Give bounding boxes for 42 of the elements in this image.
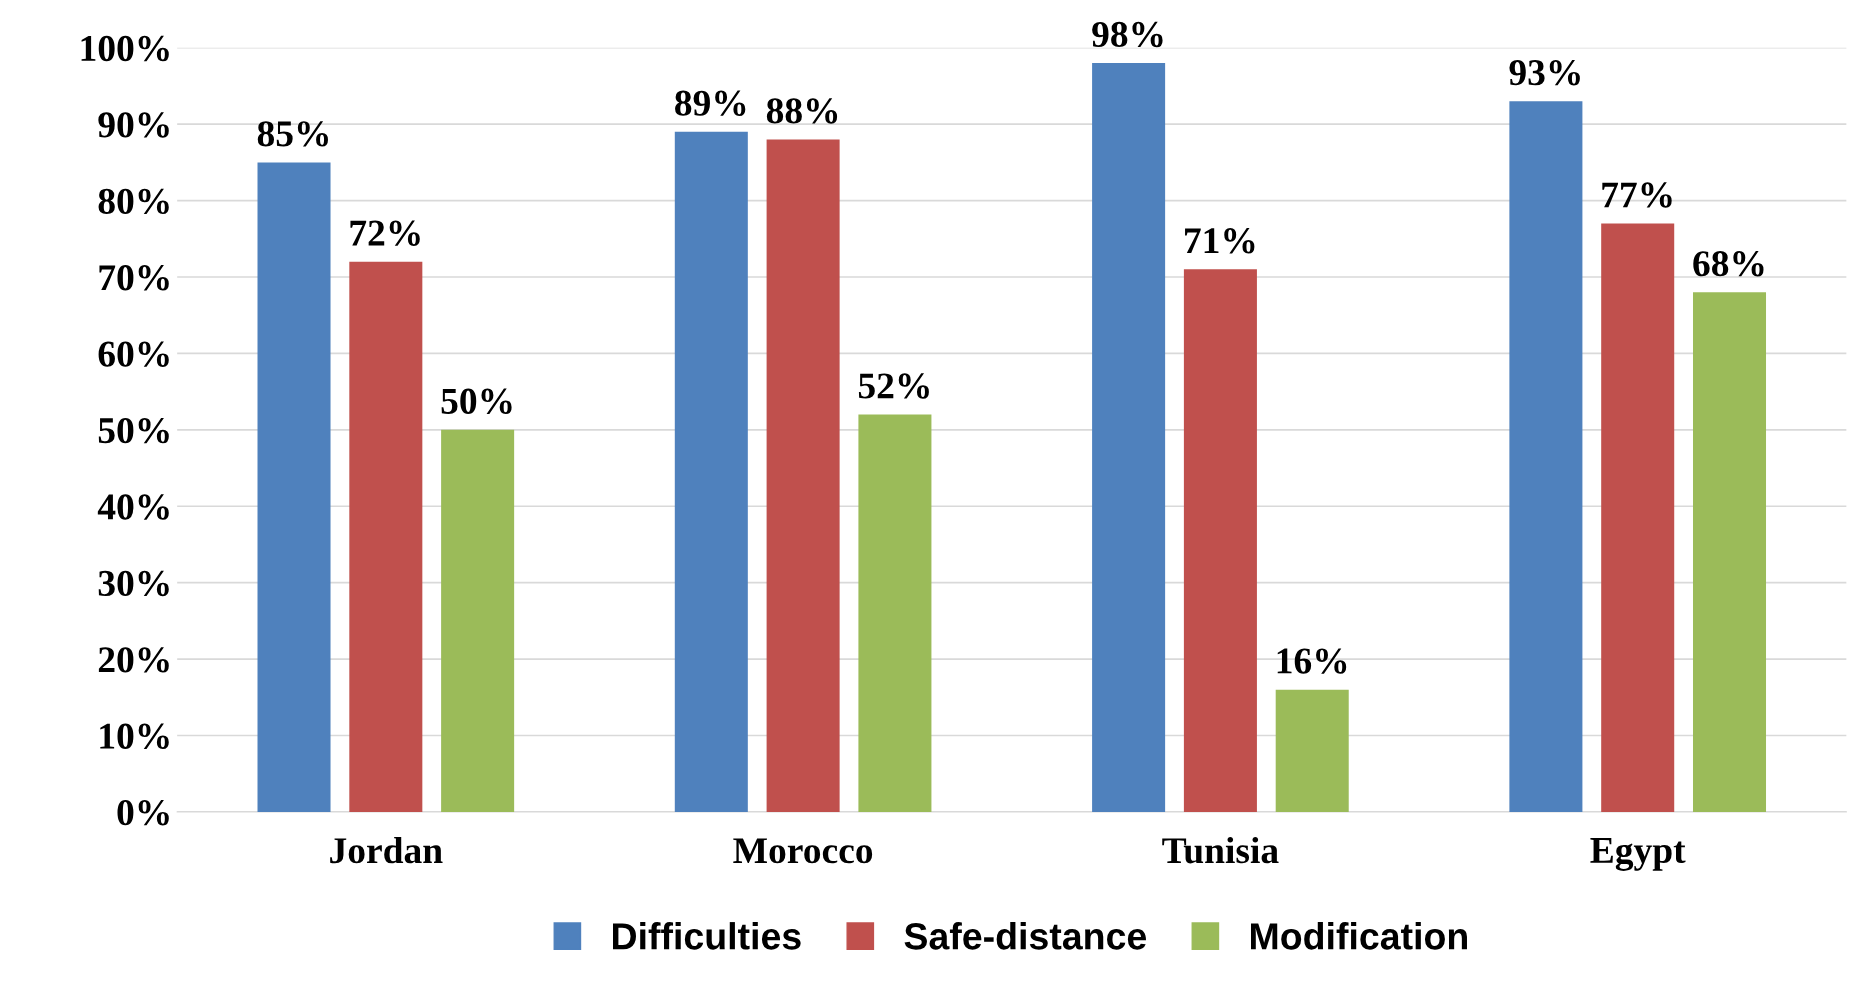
legend-label: Difficulties (613, 922, 801, 950)
bar (1183, 269, 1257, 812)
x-tick-label: Jordan (330, 836, 443, 864)
y-tick-label: 90% (98, 112, 169, 138)
text: 71% (1185, 228, 1255, 254)
text: 98% (1092, 21, 1163, 48)
y-tick-label: 100% (81, 35, 169, 62)
y-tick-label: 0% (117, 799, 169, 826)
text: 52% (858, 373, 929, 399)
y-tick-label: 20% (98, 647, 169, 673)
legend-label: Safe-distance (904, 922, 1146, 950)
bar (1692, 292, 1767, 812)
x-tick-label: Morocco (733, 838, 873, 864)
y-tick-label: 30% (98, 570, 169, 597)
text: 77% (1602, 182, 1672, 208)
y-tick-label: 50% (98, 417, 169, 444)
bar (858, 414, 932, 812)
bar (1601, 223, 1675, 812)
bar (1092, 63, 1166, 812)
x-tick-label: Tunisia (1162, 836, 1279, 864)
x-tick-label: Egypt (1590, 838, 1686, 871)
bar (674, 131, 748, 812)
y-tick-label: 60% (98, 341, 169, 367)
text: 88% (766, 98, 838, 124)
y-tick-label: 70% (99, 265, 169, 291)
bar (1275, 689, 1349, 812)
text: 72% (350, 220, 420, 246)
y-tick-label: 80% (98, 188, 169, 215)
bar (349, 261, 423, 812)
text: 50% (441, 388, 512, 415)
y-tick-label: 10% (100, 723, 169, 750)
text: 68% (1693, 251, 1764, 277)
text: 16% (1277, 648, 1347, 674)
y-tick-label: 40% (97, 494, 169, 520)
bar (1509, 101, 1583, 812)
bar (766, 139, 840, 812)
text: 93% (1509, 59, 1580, 86)
bar (257, 162, 331, 812)
legend-label: Modification (1251, 922, 1467, 950)
text: 85% (257, 121, 328, 147)
text: 89% (675, 90, 746, 116)
bar (441, 429, 515, 812)
